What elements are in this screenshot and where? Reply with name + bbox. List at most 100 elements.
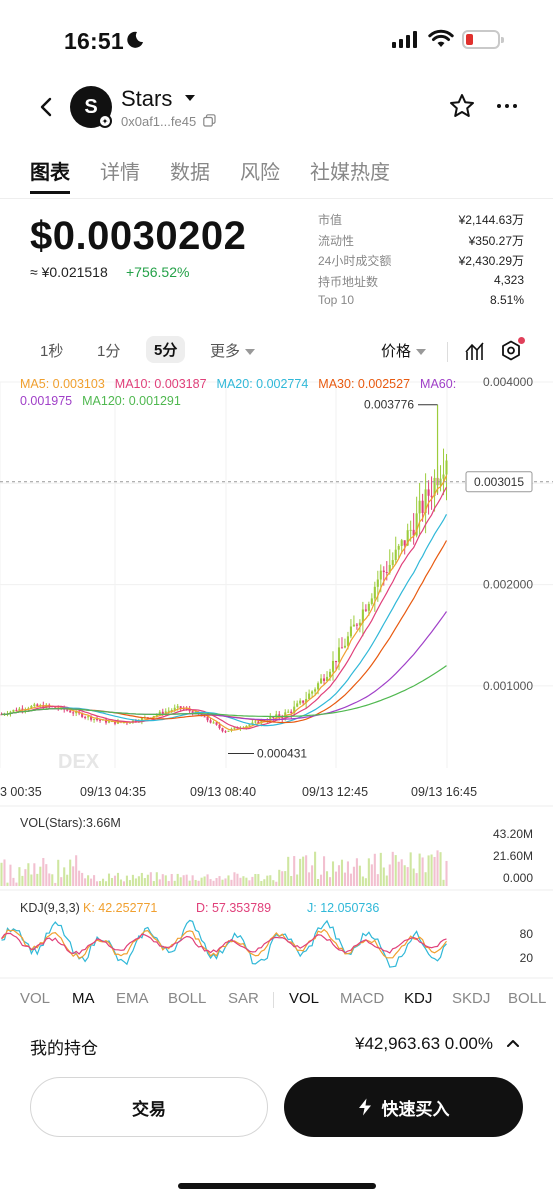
moon-icon — [127, 31, 143, 48]
volume-bar — [439, 852, 442, 886]
indicator-sub-boll[interactable]: BOLL — [508, 990, 547, 1007]
candle-body — [328, 671, 332, 677]
volume-bar — [140, 872, 143, 886]
volume-bar — [33, 863, 36, 886]
ma-legend: MA5: 0.003103 MA10: 0.003187 MA20: 0.00277… — [20, 376, 480, 410]
candle-body — [397, 545, 400, 550]
trade-button[interactable]: 交易 — [30, 1077, 268, 1137]
volume-bar — [78, 870, 81, 886]
candle-body — [227, 730, 230, 732]
section-tabs: 图表 详情 数据 风险 社媒热度 — [30, 150, 390, 200]
indicator-boll[interactable]: BOLL — [168, 990, 207, 1007]
stat-value: ¥350.27万 — [468, 233, 524, 248]
candle-body — [161, 711, 164, 714]
price-toggle[interactable]: 价格 — [381, 340, 427, 361]
volume-bar — [21, 875, 24, 886]
price-chart[interactable]: 0.0040000.0030000.0020000.001000DEX0.003… — [0, 372, 553, 982]
volume-bar — [170, 874, 173, 886]
volume-bar — [48, 873, 51, 886]
volume-bar — [367, 858, 370, 886]
candle-body — [305, 698, 308, 703]
token-address: 0x0af1...fe45 — [121, 114, 197, 129]
candle-body — [45, 704, 48, 708]
volume-bar — [382, 867, 385, 886]
candle-body — [254, 721, 257, 723]
chevron-down-icon[interactable] — [185, 95, 195, 101]
timeframe-more[interactable]: 更多 — [210, 340, 256, 361]
volume-bar — [66, 874, 69, 886]
ma5-value: MA5: 0.003103 — [20, 377, 105, 391]
candle-body — [385, 571, 388, 573]
token-name[interactable]: Stars — [121, 86, 173, 111]
indicator-macd[interactable]: MACD — [340, 990, 385, 1007]
wifi-icon — [428, 29, 454, 47]
indicator-ema[interactable]: EMA — [116, 990, 149, 1007]
volume-bar — [87, 875, 90, 886]
stat-value: ¥2,430.29万 — [458, 254, 524, 268]
quick-buy-button[interactable]: 快速买入 — [284, 1077, 523, 1137]
candle-body — [164, 711, 167, 714]
chevron-down-icon — [245, 349, 256, 356]
candle-body — [218, 724, 221, 729]
volume-bar — [182, 875, 185, 886]
volume-bar — [36, 873, 39, 886]
timeframe-1s[interactable]: 1秒 — [40, 343, 64, 360]
volume-bar — [72, 866, 75, 886]
back-arrow-icon[interactable] — [36, 94, 58, 120]
indicator-vol[interactable]: VOL — [20, 990, 51, 1007]
tab-details[interactable]: 详情 — [100, 162, 140, 184]
volume-bar — [385, 875, 388, 886]
volume-bar — [236, 873, 239, 886]
chart-indicator-icon[interactable] — [465, 340, 485, 362]
candle-body — [352, 624, 355, 627]
chevron-up-icon[interactable] — [506, 1038, 520, 1048]
favorite-star-icon[interactable] — [449, 93, 475, 119]
candle-body — [346, 636, 349, 646]
indicator-skdj[interactable]: SKDJ — [452, 990, 491, 1007]
chevron-down-icon — [416, 349, 427, 356]
more-options-icon[interactable] — [497, 104, 517, 108]
ma10-line — [1, 486, 448, 730]
volume-bar — [245, 877, 248, 886]
volume-bar — [128, 880, 131, 886]
indicator-sub-vol[interactable]: VOL — [289, 990, 320, 1007]
volume-bar — [257, 874, 260, 886]
indicator-ma[interactable]: MA — [72, 990, 95, 1007]
timeframe-more-label: 更多 — [210, 343, 241, 360]
candle-body — [382, 570, 385, 572]
tab-data[interactable]: 数据 — [170, 162, 210, 184]
candle-body — [331, 660, 335, 672]
candle-body — [376, 579, 379, 587]
volume-bar — [9, 864, 12, 886]
settings-icon[interactable] — [501, 340, 521, 362]
candle-body — [158, 711, 161, 715]
tab-chart[interactable]: 图表 — [30, 150, 70, 194]
dex-watermark: DEX — [58, 751, 100, 773]
indicator-sar[interactable]: SAR — [228, 990, 259, 1007]
timeframe-1m[interactable]: 1分 — [97, 343, 121, 360]
x-tick-label: 09/13 12:45 — [302, 785, 368, 799]
candle-body — [325, 676, 329, 681]
timeframe-5m[interactable]: 5分 — [146, 336, 186, 363]
volume-bar — [281, 871, 284, 886]
candle-body — [257, 721, 260, 724]
volume-bar — [412, 868, 415, 886]
kdj-d-line — [1, 932, 447, 955]
volume-bar — [317, 878, 320, 886]
volume-bar — [75, 855, 78, 886]
volume-bar — [254, 873, 257, 886]
candle-body — [415, 513, 418, 536]
copy-icon[interactable] — [203, 114, 216, 127]
candle-body — [245, 725, 248, 728]
volume-bar — [152, 881, 155, 886]
volume-bar — [436, 850, 439, 886]
tab-social[interactable]: 社媒热度 — [310, 162, 390, 184]
chart-canvas[interactable]: 0.0040000.0030000.0020000.001000DEX0.003… — [0, 372, 553, 982]
volume-bar — [60, 877, 63, 886]
kdj-d-value: D: 57.353789 — [196, 901, 271, 915]
x-tick-label: 09/13 04:35 — [80, 785, 146, 799]
volume-bar — [99, 881, 102, 886]
holdings-row[interactable]: 我的持仓 ¥42,963.63 0.00% — [0, 1024, 553, 1064]
indicator-kdj[interactable]: KDJ — [404, 990, 433, 1007]
tab-risk[interactable]: 风险 — [240, 162, 280, 184]
